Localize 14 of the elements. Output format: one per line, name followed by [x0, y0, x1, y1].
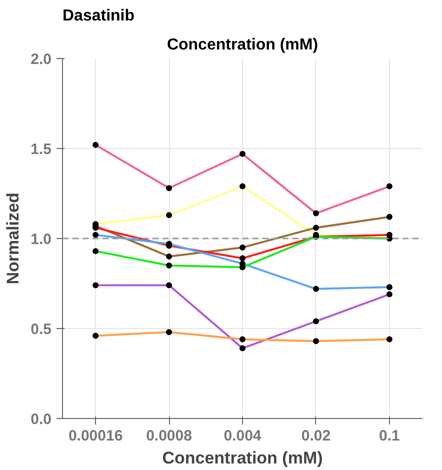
x-axis-title: Concentration (mM) — [162, 448, 323, 468]
text: Concentration (mM) — [166, 36, 318, 54]
y-tick-label: 0.5 — [30, 321, 52, 338]
x-tick-label: 0.00016 — [68, 428, 123, 444]
y-tick-label: 1.5 — [30, 141, 52, 158]
x-tick-label: 0.02 — [301, 428, 331, 444]
y-tick-label: 0.0 — [30, 411, 52, 428]
chart-title: Dasatinib — [62, 8, 135, 24]
y-tick-label: 2.0 — [30, 51, 52, 68]
x-tick-label: 0.0008 — [146, 428, 192, 444]
y-tick-label: 1.0 — [30, 231, 52, 248]
x-tick-label: 0.1 — [379, 428, 400, 444]
x-tick-label: 0.004 — [224, 428, 262, 444]
y-axis-title: Normalized — [4, 192, 23, 284]
